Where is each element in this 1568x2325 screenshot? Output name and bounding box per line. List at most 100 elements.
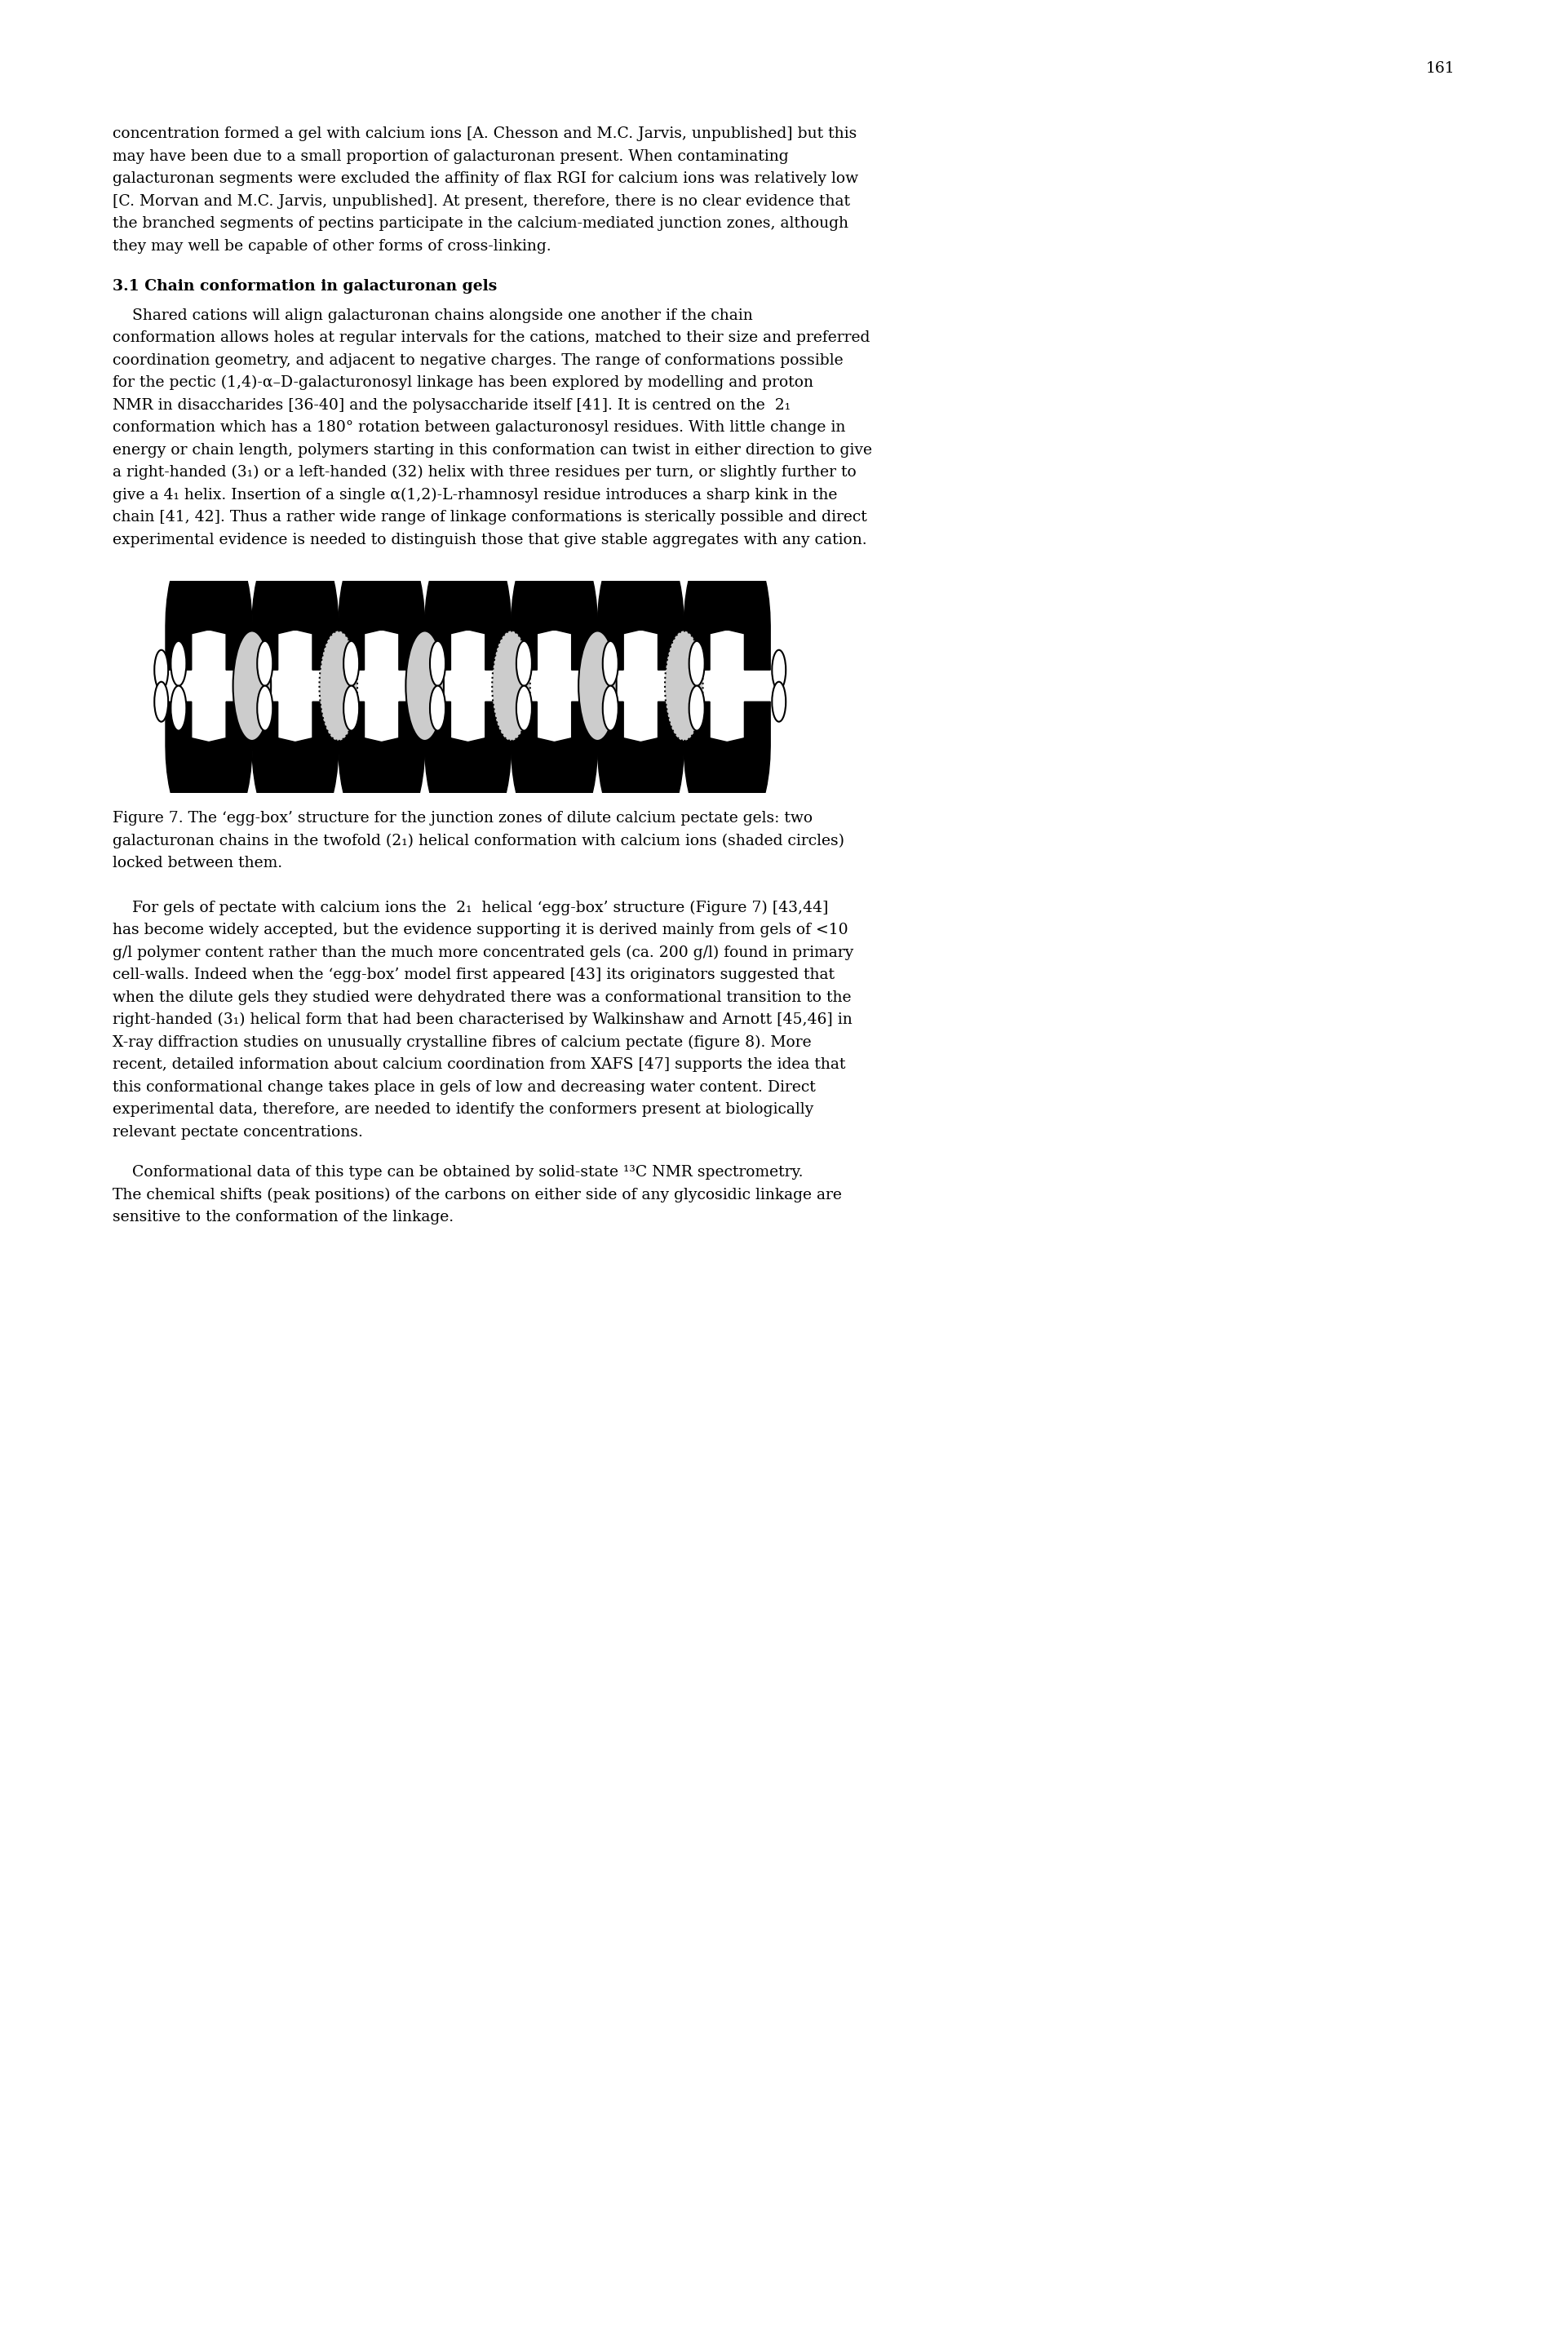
- Polygon shape: [684, 702, 770, 874]
- Text: a right-handed (3₁) or a left-handed (32) helix with three residues per turn, or: a right-handed (3₁) or a left-handed (32…: [113, 465, 856, 479]
- Circle shape: [602, 642, 618, 686]
- Polygon shape: [425, 702, 511, 874]
- Polygon shape: [618, 860, 633, 874]
- Polygon shape: [425, 498, 511, 670]
- Text: Conformational data of this type can be obtained by solid-state ¹³C NMR spectrom: Conformational data of this type can be …: [113, 1165, 803, 1179]
- Text: relevant pectate concentrations.: relevant pectate concentrations.: [113, 1125, 364, 1139]
- Polygon shape: [648, 498, 663, 512]
- Polygon shape: [511, 702, 597, 874]
- Circle shape: [430, 642, 445, 686]
- Circle shape: [688, 642, 704, 686]
- Circle shape: [516, 686, 532, 730]
- Circle shape: [516, 642, 532, 686]
- Polygon shape: [704, 498, 720, 512]
- Circle shape: [771, 681, 786, 721]
- Text: conformation which has a 180° rotation between galacturonosyl residues. With lit: conformation which has a 180° rotation b…: [113, 421, 845, 435]
- Circle shape: [171, 642, 187, 686]
- Polygon shape: [597, 498, 684, 670]
- Polygon shape: [445, 860, 461, 874]
- Text: NMR in disaccharides [36-40] and the polysaccharide itself [41]. It is centred o: NMR in disaccharides [36-40] and the pol…: [113, 398, 790, 412]
- Text: conformation allows holes at regular intervals for the cations, matched to their: conformation allows holes at regular int…: [113, 330, 870, 344]
- Circle shape: [492, 630, 530, 742]
- Polygon shape: [511, 498, 597, 670]
- Text: [C. Morvan and M.C. Jarvis, unpublished]. At present, therefore, there is no cle: [C. Morvan and M.C. Jarvis, unpublished]…: [113, 193, 850, 209]
- Polygon shape: [618, 498, 633, 512]
- Text: has become widely accepted, but the evidence supporting it is derived mainly fro: has become widely accepted, but the evid…: [113, 923, 848, 937]
- Polygon shape: [303, 498, 318, 512]
- Polygon shape: [475, 498, 491, 512]
- Polygon shape: [339, 498, 425, 670]
- Polygon shape: [166, 498, 252, 670]
- Text: chain [41, 42]. Thus a rather wide range of linkage conformations is sterically : chain [41, 42]. Thus a rather wide range…: [113, 509, 867, 525]
- Polygon shape: [648, 860, 663, 874]
- Text: concentration formed a gel with calcium ions [A. Chesson and M.C. Jarvis, unpubl: concentration formed a gel with calcium …: [113, 126, 858, 142]
- Text: For gels of pectate with calcium ions the  2₁  helical ‘egg-box’ structure (Figu: For gels of pectate with calcium ions th…: [113, 900, 828, 916]
- Circle shape: [688, 686, 704, 730]
- Circle shape: [154, 651, 168, 691]
- Circle shape: [154, 681, 168, 721]
- Polygon shape: [359, 860, 375, 874]
- Text: the branched segments of pectins participate in the calcium-mediated junction zo: the branched segments of pectins partici…: [113, 216, 848, 230]
- Polygon shape: [389, 498, 405, 512]
- Polygon shape: [532, 860, 547, 874]
- Circle shape: [320, 630, 358, 742]
- Text: cell-walls. Indeed when the ‘egg-box’ model first appeared [43] its originators : cell-walls. Indeed when the ‘egg-box’ mo…: [113, 967, 834, 981]
- Text: experimental data, therefore, are needed to identify the conformers present at b: experimental data, therefore, are needed…: [113, 1102, 814, 1116]
- Circle shape: [257, 686, 273, 730]
- Polygon shape: [252, 702, 339, 874]
- Circle shape: [171, 686, 187, 730]
- Text: sensitive to the conformation of the linkage.: sensitive to the conformation of the lin…: [113, 1209, 455, 1225]
- Polygon shape: [684, 498, 770, 670]
- Text: locked between them.: locked between them.: [113, 856, 282, 870]
- Circle shape: [406, 630, 444, 742]
- Polygon shape: [532, 498, 547, 512]
- Polygon shape: [303, 860, 318, 874]
- Polygon shape: [252, 498, 339, 670]
- Circle shape: [602, 686, 618, 730]
- Polygon shape: [166, 702, 252, 874]
- Circle shape: [665, 630, 702, 742]
- Text: X-ray diffraction studies on unusually crystalline fibres of calcium pectate (fi: X-ray diffraction studies on unusually c…: [113, 1035, 812, 1049]
- Text: g/l polymer content rather than the much more concentrated gels (ca. 200 g/l) fo: g/l polymer content rather than the much…: [113, 944, 855, 960]
- Polygon shape: [359, 498, 375, 512]
- Text: coordination geometry, and adjacent to negative charges. The range of conformati: coordination geometry, and adjacent to n…: [113, 353, 844, 367]
- Text: Figure 7. The ‘egg-box’ structure for the junction zones of dilute calcium pecta: Figure 7. The ‘egg-box’ structure for th…: [113, 811, 812, 825]
- Text: 3.1 Chain conformation in galacturonan gels: 3.1 Chain conformation in galacturonan g…: [113, 279, 497, 293]
- Text: give a 4₁ helix. Insertion of a single α(1,2)-L-rhamnosyl residue introduces a s: give a 4₁ helix. Insertion of a single α…: [113, 488, 837, 502]
- Text: they may well be capable of other forms of cross-linking.: they may well be capable of other forms …: [113, 239, 552, 253]
- Text: The chemical shifts (peak positions) of the carbons on either side of any glycos: The chemical shifts (peak positions) of …: [113, 1188, 842, 1202]
- Polygon shape: [187, 860, 201, 874]
- Text: Shared cations will align galacturonan chains alongside one another if the chain: Shared cations will align galacturonan c…: [113, 307, 753, 323]
- Text: experimental evidence is needed to distinguish those that give stable aggregates: experimental evidence is needed to disti…: [113, 532, 867, 546]
- Circle shape: [771, 651, 786, 691]
- Polygon shape: [339, 702, 425, 874]
- Polygon shape: [389, 860, 405, 874]
- Polygon shape: [704, 860, 720, 874]
- Circle shape: [257, 642, 273, 686]
- Circle shape: [430, 686, 445, 730]
- Text: recent, detailed information about calcium coordination from XAFS [47] supports : recent, detailed information about calci…: [113, 1058, 845, 1072]
- Polygon shape: [187, 498, 201, 512]
- Text: 161: 161: [1425, 60, 1455, 77]
- Circle shape: [343, 642, 359, 686]
- Circle shape: [234, 630, 271, 742]
- Polygon shape: [561, 860, 577, 874]
- Text: when the dilute gels they studied were dehydrated there was a conformational tra: when the dilute gels they studied were d…: [113, 990, 851, 1004]
- Text: energy or chain length, polymers starting in this conformation can twist in eith: energy or chain length, polymers startin…: [113, 442, 872, 458]
- Polygon shape: [273, 498, 289, 512]
- Polygon shape: [445, 498, 461, 512]
- Text: right-handed (3₁) helical form that had been characterised by Walkinshaw and Arn: right-handed (3₁) helical form that had …: [113, 1011, 853, 1028]
- Polygon shape: [561, 498, 577, 512]
- Polygon shape: [597, 702, 684, 874]
- Text: this conformational change takes place in gels of low and decreasing water conte: this conformational change takes place i…: [113, 1079, 815, 1095]
- Polygon shape: [734, 498, 750, 512]
- Polygon shape: [273, 860, 289, 874]
- Text: galacturonan chains in the twofold (2₁) helical conformation with calcium ions (: galacturonan chains in the twofold (2₁) …: [113, 832, 845, 849]
- Circle shape: [579, 630, 616, 742]
- Text: galacturonan segments were excluded the affinity of flax RGI for calcium ions wa: galacturonan segments were excluded the …: [113, 172, 859, 186]
- Polygon shape: [475, 860, 491, 874]
- Polygon shape: [216, 860, 232, 874]
- Circle shape: [343, 686, 359, 730]
- Text: may have been due to a small proportion of galacturonan present. When contaminat: may have been due to a small proportion …: [113, 149, 789, 163]
- Polygon shape: [734, 860, 750, 874]
